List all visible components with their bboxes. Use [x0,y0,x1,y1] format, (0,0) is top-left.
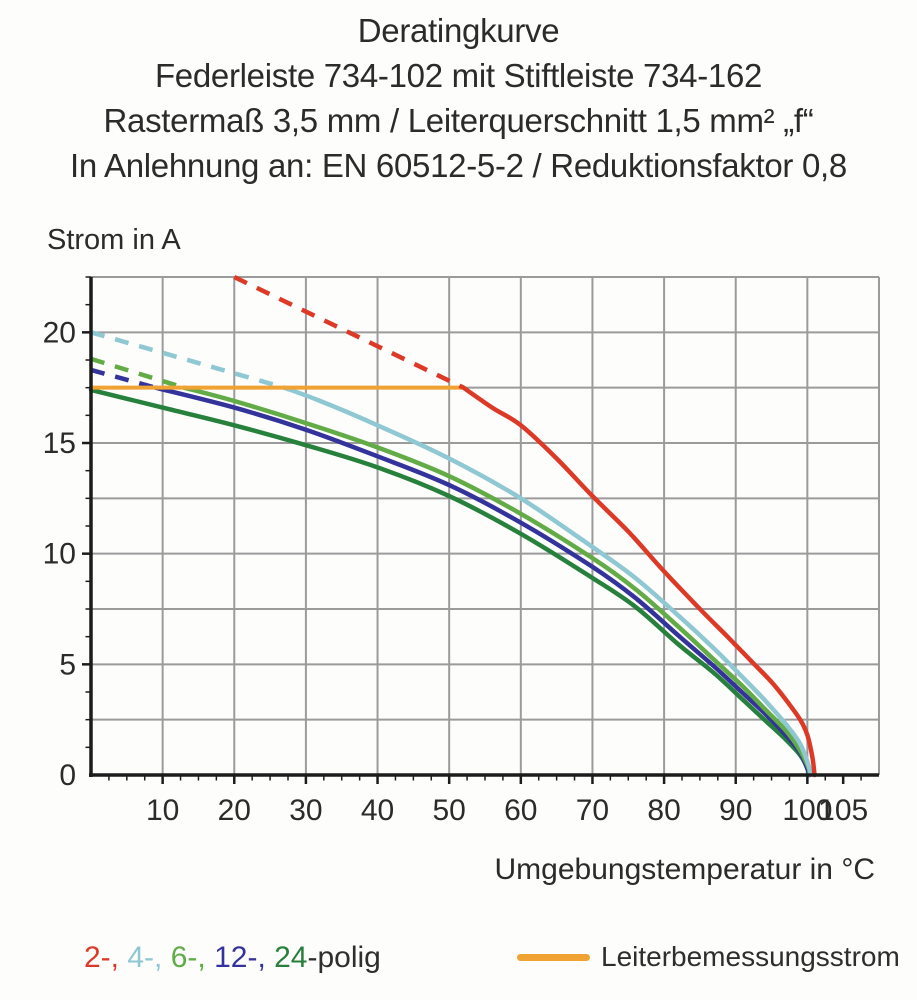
curve-6-polig [181,385,812,778]
legend-pole-12-label: 12-, [214,941,275,974]
x-tick-label: 50 [432,794,465,827]
curve-12-polig [153,385,812,778]
curve-dashed-2-polig [233,274,465,390]
x-tick-label: 10 [146,794,179,827]
x-tick-label: 40 [361,794,394,827]
y-axis-title: Strom in A [47,224,181,256]
x-tick-label: 20 [218,794,251,827]
curve-2-polig [461,385,817,778]
y-tick-label: 15 [43,427,76,460]
x-tick-label: 30 [289,794,322,827]
reference-line-swatch [517,953,590,961]
y-tick-label: 20 [43,316,76,349]
legend-reference: Leiterbemessungsstrom [517,941,900,973]
curve-dashed-4-polig [90,330,286,390]
curve-24-polig [88,387,811,778]
x-tick-label: 105 [818,794,868,827]
reference-line-label: Leiterbemessungsstrom [601,941,900,972]
title-line-1: Deratingkurve [357,12,560,49]
x-tick-label: 90 [719,794,752,827]
y-tick-label: 5 [59,648,76,681]
title-line-2: Federleiste 734-102 mit Stiftleiste 734-… [154,57,763,94]
title-line-3: Rastermaß 3,5 mm / Leiterquerschnitt 1,5… [103,102,814,139]
x-tick-label: 60 [504,794,537,827]
x-axis-title: Umgebungstemperatur in °C [494,853,875,886]
curve-dashed-6-polig [90,356,185,390]
legend-pole-6-label: 6-, [170,941,215,974]
title-line-4: In Anlehnung an: EN 60512-5-2 / Reduktio… [70,147,847,184]
legend-pole-counts: 2-, 4-, 6-, 12-, 24-polig [84,941,381,975]
y-tick-label: 10 [43,538,76,571]
legend-pole-2-label: 2-, [84,941,128,974]
legend-pole-suffix: -polig [307,941,381,974]
x-tick-label: 100 [782,794,832,827]
y-tick-label: 0 [59,759,76,792]
legend-pole-4-label: 4-, [127,941,171,974]
chart-title-block: Deratingkurve Federleiste 734-102 mit St… [0,8,917,188]
curve-4-polig [282,385,813,778]
x-tick-label: 70 [576,794,609,827]
curve-dashed-12-polig [90,367,157,390]
x-tick-label: 80 [647,794,680,827]
legend-pole-24-label: 24 [274,941,308,974]
